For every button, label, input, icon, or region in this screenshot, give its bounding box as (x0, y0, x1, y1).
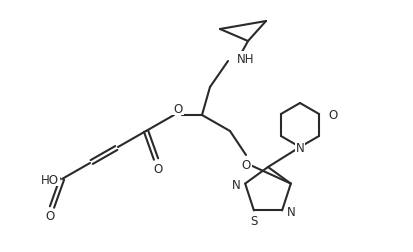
Text: O: O (328, 108, 337, 121)
Text: O: O (173, 102, 183, 115)
Text: S: S (250, 214, 258, 227)
Text: O: O (153, 162, 163, 175)
Text: O: O (45, 210, 55, 223)
Text: O: O (241, 158, 251, 171)
Text: N: N (287, 205, 295, 218)
Text: NH: NH (237, 52, 254, 65)
Text: N: N (232, 178, 240, 191)
Text: N: N (296, 141, 304, 154)
Text: HO: HO (41, 173, 59, 186)
